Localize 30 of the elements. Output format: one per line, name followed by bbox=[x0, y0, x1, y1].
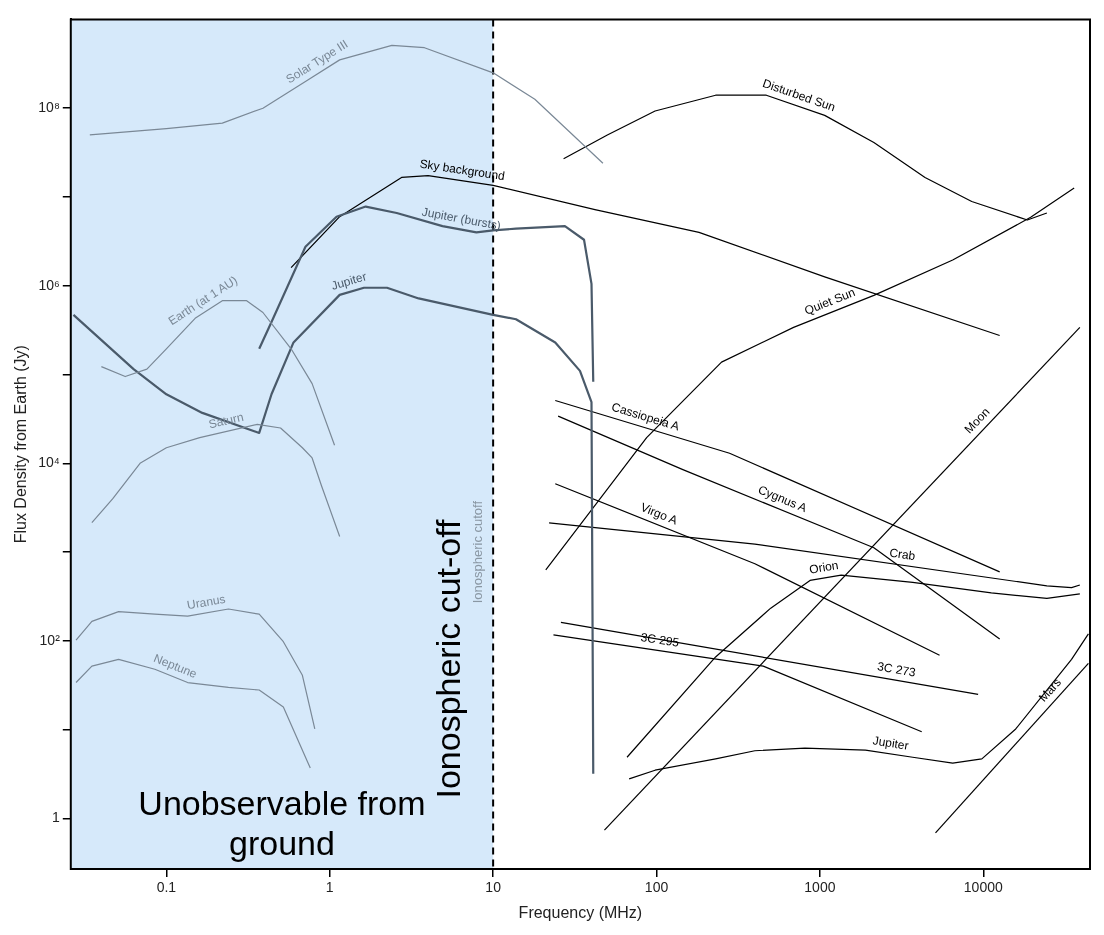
x-tick-label: 1 bbox=[325, 879, 334, 896]
band-label: Unobservable from ground bbox=[138, 784, 426, 863]
text: Uranus bbox=[185, 591, 227, 613]
text: Earth (at 1 AU) bbox=[165, 273, 240, 329]
x-tick-label: 100 bbox=[644, 879, 669, 896]
y-tick-label: 10⁸ bbox=[38, 99, 60, 116]
x-axis-title: Frequency (MHz) bbox=[518, 903, 643, 921]
y-tick-label: 10² bbox=[39, 631, 61, 648]
y-tick-label: 10⁶ bbox=[38, 276, 60, 293]
y-axis-title: Flux Density from Earth (Jy) bbox=[12, 345, 30, 544]
text: Solar Type III bbox=[283, 36, 351, 87]
text: 3C 295 bbox=[639, 630, 681, 650]
y-tick-label: 1 bbox=[51, 809, 60, 826]
x-tick-label: 0.1 bbox=[156, 879, 177, 896]
text: Jupiter bbox=[329, 269, 369, 293]
text: 3C 273 bbox=[876, 659, 918, 680]
y-tick-label: 10⁴ bbox=[38, 454, 60, 471]
text: Orion bbox=[808, 557, 840, 577]
annotation: Ionospheric cutoff bbox=[470, 500, 486, 604]
text: Jupiter (bursts) bbox=[420, 204, 503, 233]
x-tick-label: 10 bbox=[485, 879, 502, 896]
text: Jupiter bbox=[871, 733, 910, 753]
text: Quiet Sun bbox=[802, 285, 858, 318]
x-tick-label: 1000 bbox=[804, 879, 836, 896]
text: Saturn bbox=[207, 409, 245, 432]
ref-line-label: Ionospheric cut-off bbox=[428, 518, 467, 799]
text: Virgo A bbox=[638, 500, 680, 528]
text: Crab bbox=[888, 545, 917, 564]
text: Sky background bbox=[418, 156, 506, 184]
x-tick-label: 10000 bbox=[963, 879, 1003, 896]
